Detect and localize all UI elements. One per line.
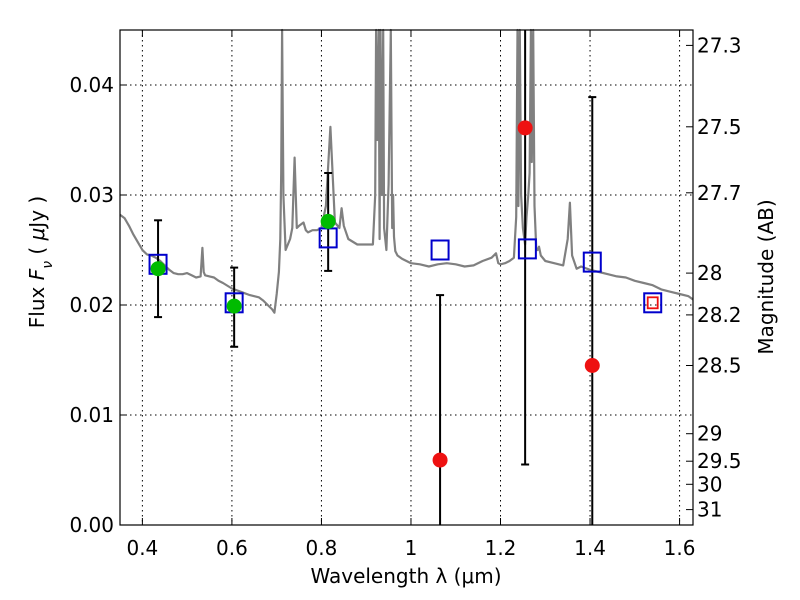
x-axis-label: Wavelength λ (μm): [310, 564, 501, 588]
right-tick-label: 28: [697, 261, 722, 285]
right-tick-label: 29: [697, 422, 722, 446]
detection-point: [150, 261, 166, 277]
right-tick-label: 27.7: [697, 181, 742, 205]
model-spectrum-line: [119, 28, 694, 314]
y-tick-label: 0.03: [69, 183, 114, 207]
x-tick-label: 0.6: [216, 536, 248, 560]
x-tick-label: 1: [405, 536, 418, 560]
detection-point: [226, 298, 242, 314]
y-tick-label: 0.04: [69, 73, 114, 97]
right-tick-label: 27.3: [697, 33, 742, 57]
highlighted-band-box: [646, 296, 659, 310]
right-axis-label: Magnitude (AB): [754, 199, 778, 354]
y-axis-ticks: 0.00 0.01 0.02 0.03 0.04: [69, 73, 127, 537]
errorbar-layer: [154, 30, 597, 525]
right-tick-label: 31: [697, 498, 722, 522]
model-photometry-box: [517, 238, 537, 260]
nondetection-point: [584, 358, 600, 373]
nondetection-point: [517, 120, 533, 136]
x-axis-ticks: 0.4 0.6 0.8 1 1.2 1.4 1.6: [126, 30, 695, 560]
right-tick-label: 28.2: [697, 303, 742, 327]
y-axis-label: Flux Fν ( μJy ): [25, 196, 56, 328]
right-tick-label: 29.5: [697, 449, 742, 473]
x-tick-label: 0.8: [306, 536, 338, 560]
model-photometry-box: [643, 292, 663, 314]
detection-point: [320, 213, 336, 229]
x-tick-label: 1.6: [664, 536, 696, 560]
x-tick-label: 1.2: [485, 536, 517, 560]
x-tick-label: 1.4: [574, 536, 606, 560]
right-tick-label: 30: [697, 472, 722, 496]
y-tick-label: 0.01: [69, 403, 114, 427]
y-tick-label: 0.00: [69, 513, 114, 537]
right-tick-label: 28.5: [697, 354, 742, 378]
model-photometry-layer: [148, 227, 663, 314]
x-tick-label: 0.4: [126, 536, 158, 560]
plot-frame: [119, 29, 694, 526]
observed-points-layer: [150, 120, 600, 468]
model-photometry-box: [582, 251, 602, 273]
y-tick-label: 0.02: [69, 293, 114, 317]
right-tick-label: 27.5: [697, 115, 742, 139]
nondetection-point: [432, 452, 448, 468]
model-photometry-box: [430, 239, 450, 261]
grid-layer: [120, 30, 693, 526]
model-spectrum-layer: [119, 28, 694, 314]
